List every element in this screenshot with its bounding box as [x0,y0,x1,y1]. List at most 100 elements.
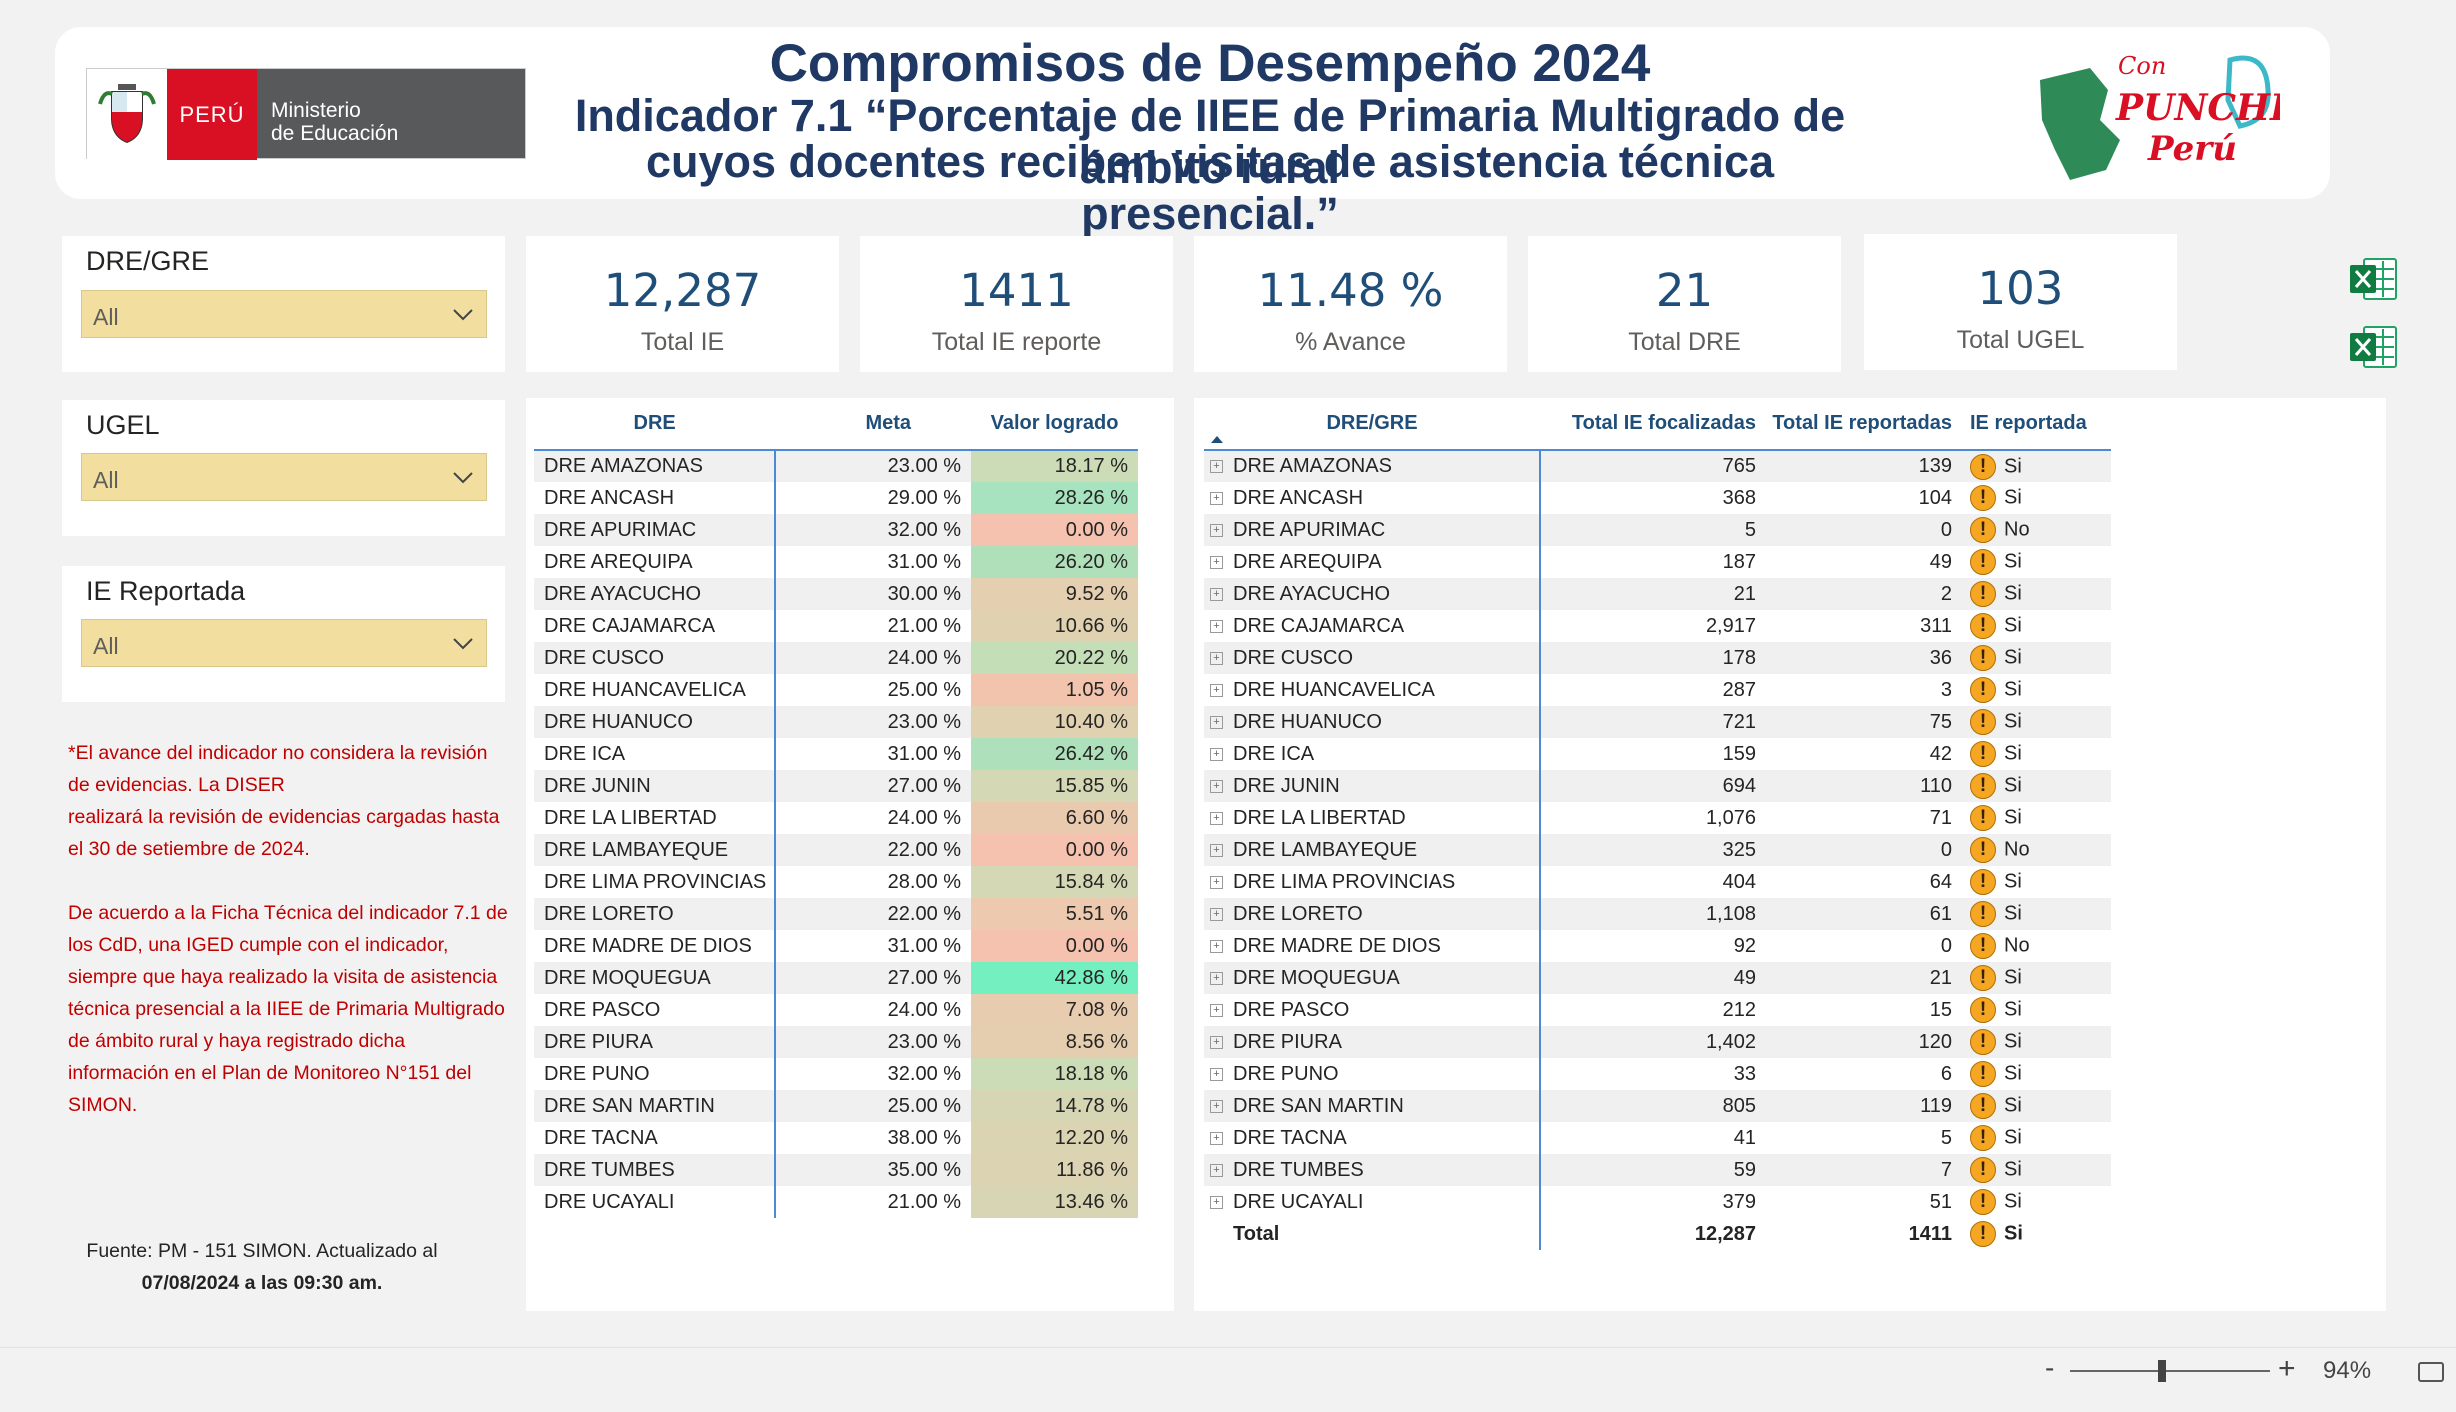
expand-row-icon[interactable]: + [1210,619,1223,633]
table-row[interactable]: + DRE TACNA 41 5! Si [1204,1122,2111,1154]
table-row[interactable]: DRE UCAYALI 21.00 % 13.46 % [534,1186,1138,1218]
table-row[interactable]: DRE LA LIBERTAD 24.00 % 6.60 % [534,802,1138,834]
cell-total-ie-focalizadas: 404 [1540,866,1766,898]
table-row[interactable]: + DRE CAJAMARCA 2,917 311! Si [1204,610,2111,642]
table-row[interactable]: + DRE MADRE DE DIOS 92 0! No [1204,930,2111,962]
table-row[interactable]: DRE AYACUCHO 30.00 % 9.52 % [534,578,1138,610]
expand-row-icon[interactable]: + [1210,1131,1223,1145]
expand-row-icon[interactable]: + [1210,491,1223,505]
excel-export-icon[interactable] [2350,257,2398,301]
table-row[interactable]: DRE HUANUCO 23.00 % 10.40 % [534,706,1138,738]
table-row[interactable]: DRE PUNO 32.00 % 18.18 % [534,1058,1138,1090]
table-row[interactable]: + DRE LAMBAYEQUE 325 0! No [1204,834,2111,866]
expand-row-icon[interactable]: + [1210,1163,1223,1177]
expand-row-icon[interactable]: + [1210,683,1223,697]
zoom-slider-handle[interactable] [2158,1360,2166,1382]
table-row[interactable]: DRE AREQUIPA 31.00 % 26.20 % [534,546,1138,578]
cell-total-ie-reportadas: 49 [1766,546,1962,578]
cell-dre: DRE LAMBAYEQUE [534,834,777,866]
expand-row-icon[interactable]: + [1210,460,1223,474]
cell-dre: DRE AREQUIPA [534,546,777,578]
table-row[interactable]: + DRE AYACUCHO 21 2! Si [1204,578,2111,610]
cell-dre-gre: + DRE PASCO [1204,994,1541,1026]
slicer-ie-reportada-dropdown[interactable]: All [81,619,487,667]
cell-meta: 31.00 % [775,546,972,578]
table-row[interactable]: DRE CUSCO 24.00 % 20.22 % [534,642,1138,674]
expand-row-icon[interactable]: + [1210,1067,1223,1081]
table-row[interactable]: + DRE UCAYALI 379 51! Si [1204,1186,2111,1218]
expand-row-icon[interactable]: + [1210,843,1223,857]
expand-row-icon[interactable]: + [1210,587,1223,601]
slicer-ugel-dropdown[interactable]: All [81,453,487,501]
expand-row-icon[interactable]: + [1210,715,1223,729]
table-row[interactable]: + DRE HUANUCO 721 75! Si [1204,706,2111,738]
col-header-dre-gre[interactable]: DRE/GRE [1204,398,1540,451]
table-row[interactable]: + DRE APURIMAC 5 0! No [1204,514,2111,546]
table-row[interactable]: DRE MADRE DE DIOS 31.00 % 0.00 % [534,930,1138,962]
expand-row-icon[interactable]: + [1210,811,1223,825]
table-row[interactable]: DRE LIMA PROVINCIAS 28.00 % 15.84 % [534,866,1138,898]
table-row[interactable]: + DRE LA LIBERTAD 1,076 71! Si [1204,802,2111,834]
col-header-ie-reportada[interactable]: IE reportada [1962,398,2111,451]
table-row[interactable]: + DRE AREQUIPA 187 49! Si [1204,546,2111,578]
table-row[interactable]: DRE TUMBES 35.00 % 11.86 % [534,1154,1138,1186]
table-row[interactable]: + DRE LORETO 1,108 61! Si [1204,898,2111,930]
zoom-out-button[interactable]: - [2045,1352,2055,1383]
table-row[interactable]: + DRE TUMBES 59 7! Si [1204,1154,2111,1186]
warning-icon: ! [1970,1125,1996,1151]
table-row[interactable]: DRE SAN MARTIN 25.00 % 14.78 % [534,1090,1138,1122]
table-row[interactable]: + DRE HUANCAVELICA 287 3! Si [1204,674,2111,706]
table-row[interactable]: + DRE ANCASH 368 104! Si [1204,482,2111,514]
slicer-dre-gre-dropdown[interactable]: All [81,290,487,338]
table-row[interactable]: DRE HUANCAVELICA 25.00 % 1.05 % [534,674,1138,706]
col-header-meta[interactable]: Meta [775,398,972,451]
cell-dre: DRE TACNA [534,1122,777,1154]
zoom-slider-track[interactable] [2070,1370,2270,1372]
slicer-ie-reportada: IE Reportada All [62,566,505,702]
expand-row-icon[interactable]: + [1210,971,1223,985]
zoom-in-button[interactable]: + [2278,1352,2296,1385]
col-header-valor-logrado[interactable]: Valor logrado [971,398,1138,451]
fit-to-page-icon[interactable] [2418,1362,2444,1382]
cell-total-ie-reportadas: 64 [1766,866,1962,898]
col-header-dre[interactable]: DRE [534,398,776,451]
table-row[interactable]: + DRE ICA 159 42! Si [1204,738,2111,770]
table-row[interactable]: DRE PASCO 24.00 % 7.08 % [534,994,1138,1026]
table-row[interactable]: DRE JUNIN 27.00 % 15.85 % [534,770,1138,802]
table-row[interactable]: + DRE PUNO 33 6! Si [1204,1058,2111,1090]
table-row[interactable]: + DRE PIURA 1,402 120! Si [1204,1026,2111,1058]
expand-row-icon[interactable]: + [1210,1035,1223,1049]
table-row[interactable]: DRE APURIMAC 32.00 % 0.00 % [534,514,1138,546]
table-row[interactable]: + DRE LIMA PROVINCIAS 404 64! Si [1204,866,2111,898]
table-row[interactable]: + DRE JUNIN 694 110! Si [1204,770,2111,802]
col-header-total-ie-focalizadas[interactable]: Total IE focalizadas [1540,398,1766,451]
table-row[interactable]: DRE AMAZONAS 23.00 % 18.17 % [534,450,1138,482]
table-row[interactable]: DRE LAMBAYEQUE 22.00 % 0.00 % [534,834,1138,866]
expand-row-icon[interactable]: + [1210,779,1223,793]
table-row[interactable]: + DRE AMAZONAS 765 139! Si [1204,450,2111,482]
table-row[interactable]: DRE ANCASH 29.00 % 28.26 % [534,482,1138,514]
expand-row-icon[interactable]: + [1210,747,1223,761]
table-row[interactable]: DRE PIURA 23.00 % 8.56 % [534,1026,1138,1058]
expand-row-icon[interactable]: + [1210,907,1223,921]
table-row[interactable]: DRE MOQUEGUA 27.00 % 42.86 % [534,962,1138,994]
table-row[interactable]: DRE LORETO 22.00 % 5.51 % [534,898,1138,930]
expand-row-icon[interactable]: + [1210,1099,1223,1113]
expand-row-icon[interactable]: + [1210,1003,1223,1017]
expand-row-icon[interactable]: + [1210,939,1223,953]
expand-row-icon[interactable]: + [1210,875,1223,889]
table-row[interactable]: DRE ICA 31.00 % 26.42 % [534,738,1138,770]
expand-row-icon[interactable]: + [1210,555,1223,569]
table-row[interactable]: + DRE CUSCO 178 36! Si [1204,642,2111,674]
table-row[interactable]: + DRE MOQUEGUA 49 21! Si [1204,962,2111,994]
table-row[interactable]: + DRE SAN MARTIN 805 119! Si [1204,1090,2111,1122]
expand-row-icon[interactable]: + [1210,651,1223,665]
excel-export-icon[interactable] [2350,325,2398,369]
expand-row-icon[interactable]: + [1210,1195,1223,1209]
table-row[interactable]: DRE CAJAMARCA 21.00 % 10.66 % [534,610,1138,642]
expand-row-icon[interactable]: + [1210,523,1223,537]
table-row[interactable]: DRE TACNA 38.00 % 12.20 % [534,1122,1138,1154]
table-total-row[interactable]: Total 12,287 1411! Si [1204,1218,2111,1250]
table-row[interactable]: + DRE PASCO 212 15! Si [1204,994,2111,1026]
col-header-total-ie-reportadas[interactable]: Total IE reportadas [1766,398,1962,451]
